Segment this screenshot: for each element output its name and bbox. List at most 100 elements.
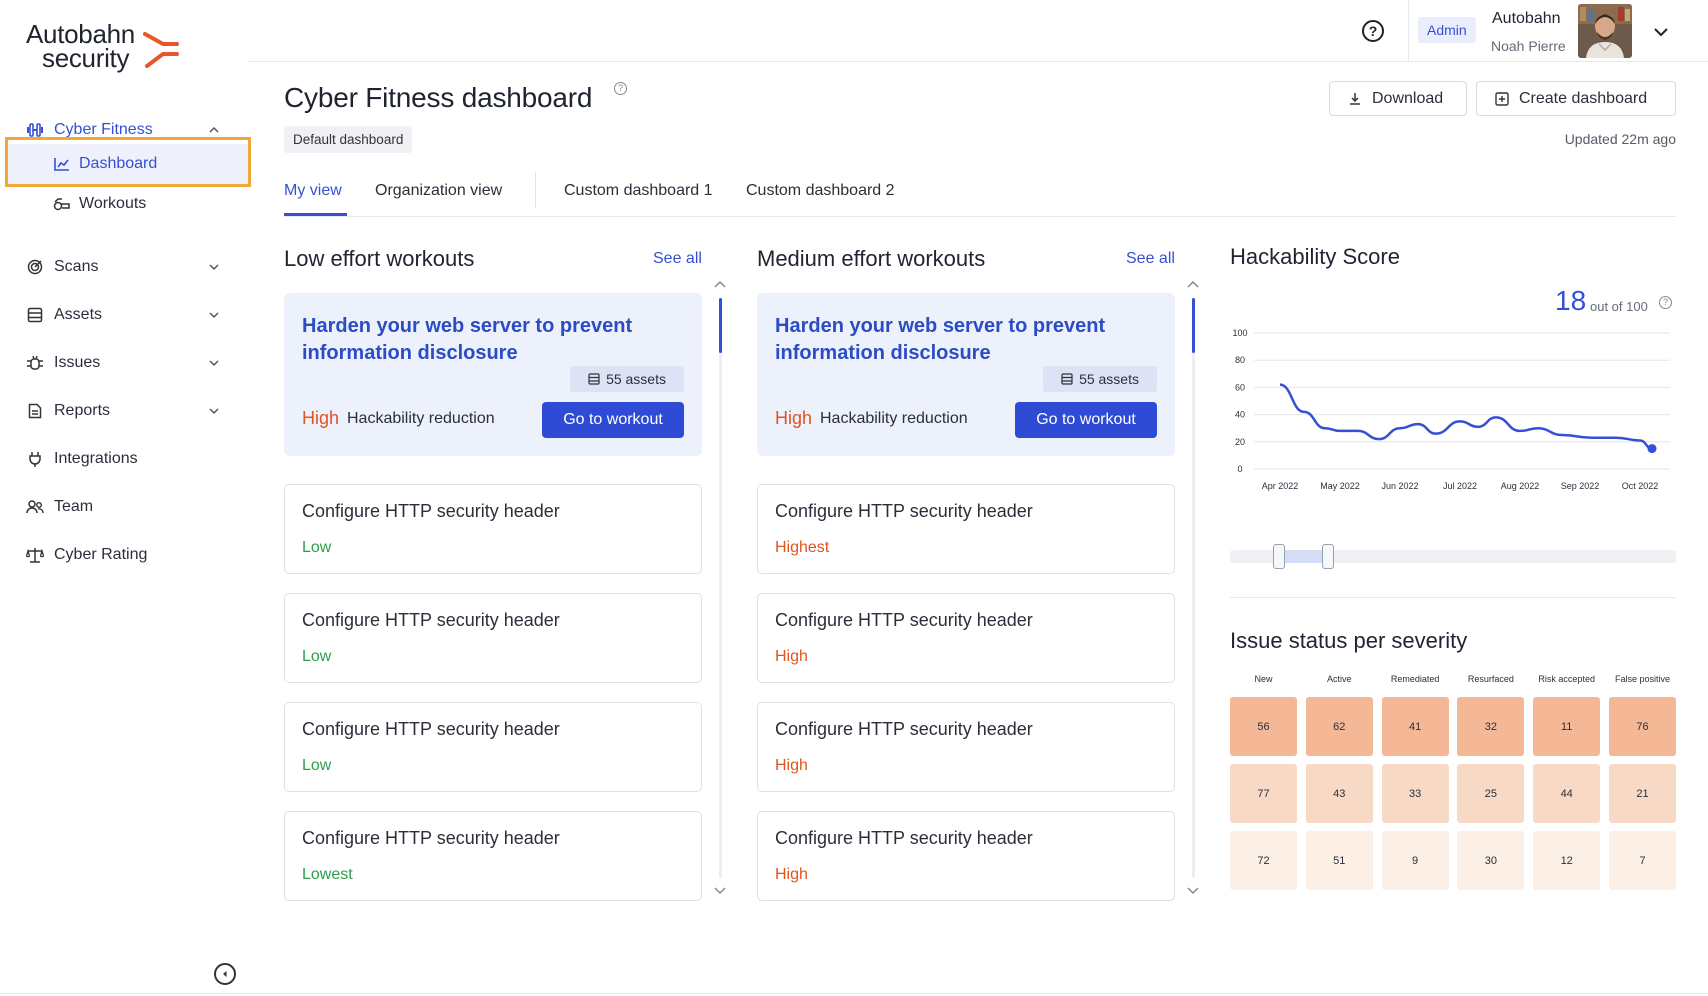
active-tab-indicator: [284, 213, 347, 216]
scroll-down-icon[interactable]: [713, 886, 727, 896]
workout-card[interactable]: Configure HTTP security header Lowest: [284, 811, 702, 901]
scrollbar-thumb[interactable]: [1192, 298, 1195, 353]
logo-text: Autobahn security: [26, 19, 135, 71]
heatmap-cell[interactable]: 77: [1230, 764, 1297, 823]
sidebar-item-cyber-fitness[interactable]: Cyber Fitness: [0, 110, 248, 150]
medium-effort-featured-card[interactable]: Harden your web server to prevent inform…: [757, 293, 1175, 456]
heatmap-cell[interactable]: 56: [1230, 697, 1297, 756]
scroll-up-icon[interactable]: [713, 279, 727, 289]
heatmap-cell[interactable]: 11: [1533, 697, 1601, 756]
logo-line-1: Autobahn: [26, 19, 135, 49]
range-end-handle[interactable]: [1322, 544, 1335, 569]
range-selection: [1279, 550, 1329, 563]
heatmap-cell[interactable]: 51: [1305, 831, 1373, 890]
radar-icon: [26, 258, 44, 276]
avatar[interactable]: [1578, 4, 1632, 58]
topbar: ? Admin Autobahn Noah Pierre: [248, 0, 1708, 62]
sidebar-item-scans[interactable]: Scans: [0, 247, 248, 287]
heatmap-cell[interactable]: 43: [1305, 764, 1373, 823]
sidebar-item-integrations[interactable]: Integrations: [0, 439, 248, 479]
heatmap-cell[interactable]: 44: [1533, 764, 1601, 823]
heatmap-cell[interactable]: 33: [1381, 764, 1449, 823]
workout-card[interactable]: Configure HTTP security header High: [757, 811, 1175, 901]
scrollbar-thumb[interactable]: [719, 298, 722, 353]
tab-my-view[interactable]: My view: [284, 182, 342, 199]
sidebar-subitem-workouts[interactable]: Workouts: [0, 184, 248, 224]
heatmap-cell[interactable]: 62: [1305, 697, 1373, 756]
collapse-sidebar-button[interactable]: [214, 963, 236, 985]
user-org-name: Autobahn: [1492, 10, 1561, 27]
low-effort-featured-card[interactable]: Harden your web server to prevent inform…: [284, 293, 702, 456]
hackability-level: High: [302, 408, 340, 428]
sidebar-item-label: Integrations: [54, 450, 138, 467]
create-dashboard-button[interactable]: Create dashboard: [1476, 81, 1676, 116]
go-to-workout-button[interactable]: Go to workout: [542, 402, 684, 438]
scale-icon: [26, 546, 44, 564]
heatmap-cell[interactable]: 32: [1457, 697, 1525, 756]
chevron-up-icon: [209, 126, 219, 133]
sidebar-item-label: Cyber Fitness: [54, 121, 153, 138]
workout-card-level: Lowest: [302, 866, 353, 883]
sidebar-item-cyber-rating[interactable]: Cyber Rating: [0, 535, 248, 575]
workout-card-level: Low: [302, 648, 332, 665]
x-tick-label: May 2022: [1320, 481, 1360, 491]
workout-card-level: Highest: [775, 539, 830, 556]
y-tick-label: 80: [1235, 355, 1245, 365]
scroll-down-icon[interactable]: [1186, 886, 1200, 896]
tab-custom-dashboard-2[interactable]: Custom dashboard 2: [746, 182, 895, 199]
series-line: [1279, 383, 1653, 450]
featured-workout-title: Harden your web server to prevent inform…: [302, 315, 633, 364]
workout-card[interactable]: Configure HTTP security header High: [757, 593, 1175, 683]
autobahn-logo[interactable]: Autobahn security: [26, 19, 179, 71]
heatmap-column-header: Active: [1327, 674, 1352, 684]
tab-custom-dashboard-1[interactable]: Custom dashboard 1: [564, 182, 713, 199]
tab-separator: [535, 172, 536, 208]
heatmap-cell[interactable]: 9: [1381, 831, 1449, 890]
heatmap-cell[interactable]: 7: [1609, 831, 1676, 890]
sidebar-subitem-dashboard[interactable]: Dashboard: [8, 144, 248, 184]
workout-card[interactable]: Configure HTTP security header Highest: [757, 484, 1175, 574]
topbar-divider: [1408, 0, 1409, 62]
heatmap-cell[interactable]: 72: [1230, 831, 1297, 890]
series-end-point: [1647, 444, 1657, 454]
download-button[interactable]: Download: [1329, 81, 1467, 116]
workout-card-title: Configure HTTP security header: [775, 610, 1033, 630]
tab-organization-view[interactable]: Organization view: [375, 182, 503, 199]
server-icon: [588, 373, 600, 385]
server-icon: [1061, 373, 1073, 385]
workout-card[interactable]: Configure HTTP security header Low: [284, 484, 702, 574]
workout-card[interactable]: Configure HTTP security header High: [757, 702, 1175, 792]
scroll-up-icon[interactable]: [1186, 279, 1200, 289]
sidebar-item-issues[interactable]: Issues: [0, 343, 248, 383]
workout-card-level: High: [775, 866, 808, 883]
chevron-left-icon: [223, 971, 227, 977]
page-title: Cyber Fitness dashboard: [284, 82, 593, 113]
sidebar-item-team[interactable]: Team: [0, 487, 248, 527]
heatmap-cell[interactable]: 30: [1457, 831, 1525, 890]
sidebar-item-label: Issues: [54, 354, 101, 371]
heatmap-cell[interactable]: 76: [1609, 697, 1676, 756]
title-help-icon[interactable]: ?: [614, 82, 627, 95]
low-effort-scrollbar[interactable]: [719, 298, 722, 878]
low-effort-see-all-link[interactable]: See all: [653, 250, 702, 267]
workout-card-title: Configure HTTP security header: [302, 719, 560, 739]
sidebar-item-assets[interactable]: Assets: [0, 295, 248, 335]
download-label: Download: [1372, 89, 1444, 107]
heatmap-cell[interactable]: 21: [1609, 764, 1676, 823]
chevron-down-icon[interactable]: [1651, 22, 1671, 42]
score-help-icon[interactable]: ?: [1659, 296, 1672, 309]
heatmap-cell[interactable]: 25: [1457, 764, 1525, 823]
sidebar-item-reports[interactable]: Reports: [0, 391, 248, 431]
medium-effort-see-all-link[interactable]: See all: [1126, 250, 1175, 267]
range-start-handle[interactable]: [1273, 544, 1286, 569]
heatmap-cell[interactable]: 41: [1381, 697, 1449, 756]
download-icon: [1348, 92, 1362, 106]
go-to-workout-button[interactable]: Go to workout: [1015, 402, 1157, 438]
date-range-slider[interactable]: [1230, 544, 1676, 569]
workout-card[interactable]: Configure HTTP security header Low: [284, 593, 702, 683]
sidebar: Autobahn security Cyber Fitness Dashboar…: [0, 0, 251, 996]
workout-card[interactable]: Configure HTTP security header Low: [284, 702, 702, 792]
help-icon[interactable]: ?: [1362, 20, 1384, 42]
medium-effort-scrollbar[interactable]: [1192, 298, 1195, 878]
heatmap-cell[interactable]: 12: [1533, 831, 1601, 890]
